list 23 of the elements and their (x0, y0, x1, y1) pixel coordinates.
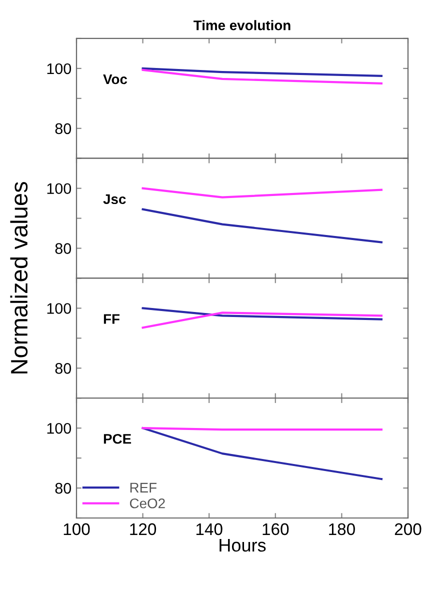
y-tick-label: 100 (47, 422, 72, 434)
x-axis-title: Hours (220, 539, 266, 552)
annotation: Voc (103, 74, 128, 84)
x-tick-label: 140 (196, 523, 222, 536)
annotation: FF (104, 314, 120, 324)
y-tick-label: 100 (47, 183, 72, 194)
x-tick-label: 180 (329, 523, 355, 536)
y-tick-label: 100 (47, 63, 72, 74)
y-tick-label: 80 (55, 482, 72, 494)
x-tick-label: 200 (394, 523, 422, 536)
x-tick-label: 160 (262, 523, 289, 536)
y-axis-title: Normalized values (10, 182, 28, 374)
y-tick-label: 80 (55, 123, 72, 134)
chart-title: Time evolution (194, 20, 290, 30)
y-tick-label: 100 (47, 303, 72, 314)
y-tick-label: 80 (55, 243, 72, 254)
legend-label: CeO2 (130, 498, 165, 508)
legend-label: REF (130, 482, 156, 492)
annotation: Jsc (103, 194, 126, 204)
x-tick-label: 100 (64, 523, 90, 536)
annotation: PCE (104, 434, 132, 444)
y-tick-label: 80 (55, 363, 72, 374)
x-tick-label: 120 (130, 523, 156, 536)
